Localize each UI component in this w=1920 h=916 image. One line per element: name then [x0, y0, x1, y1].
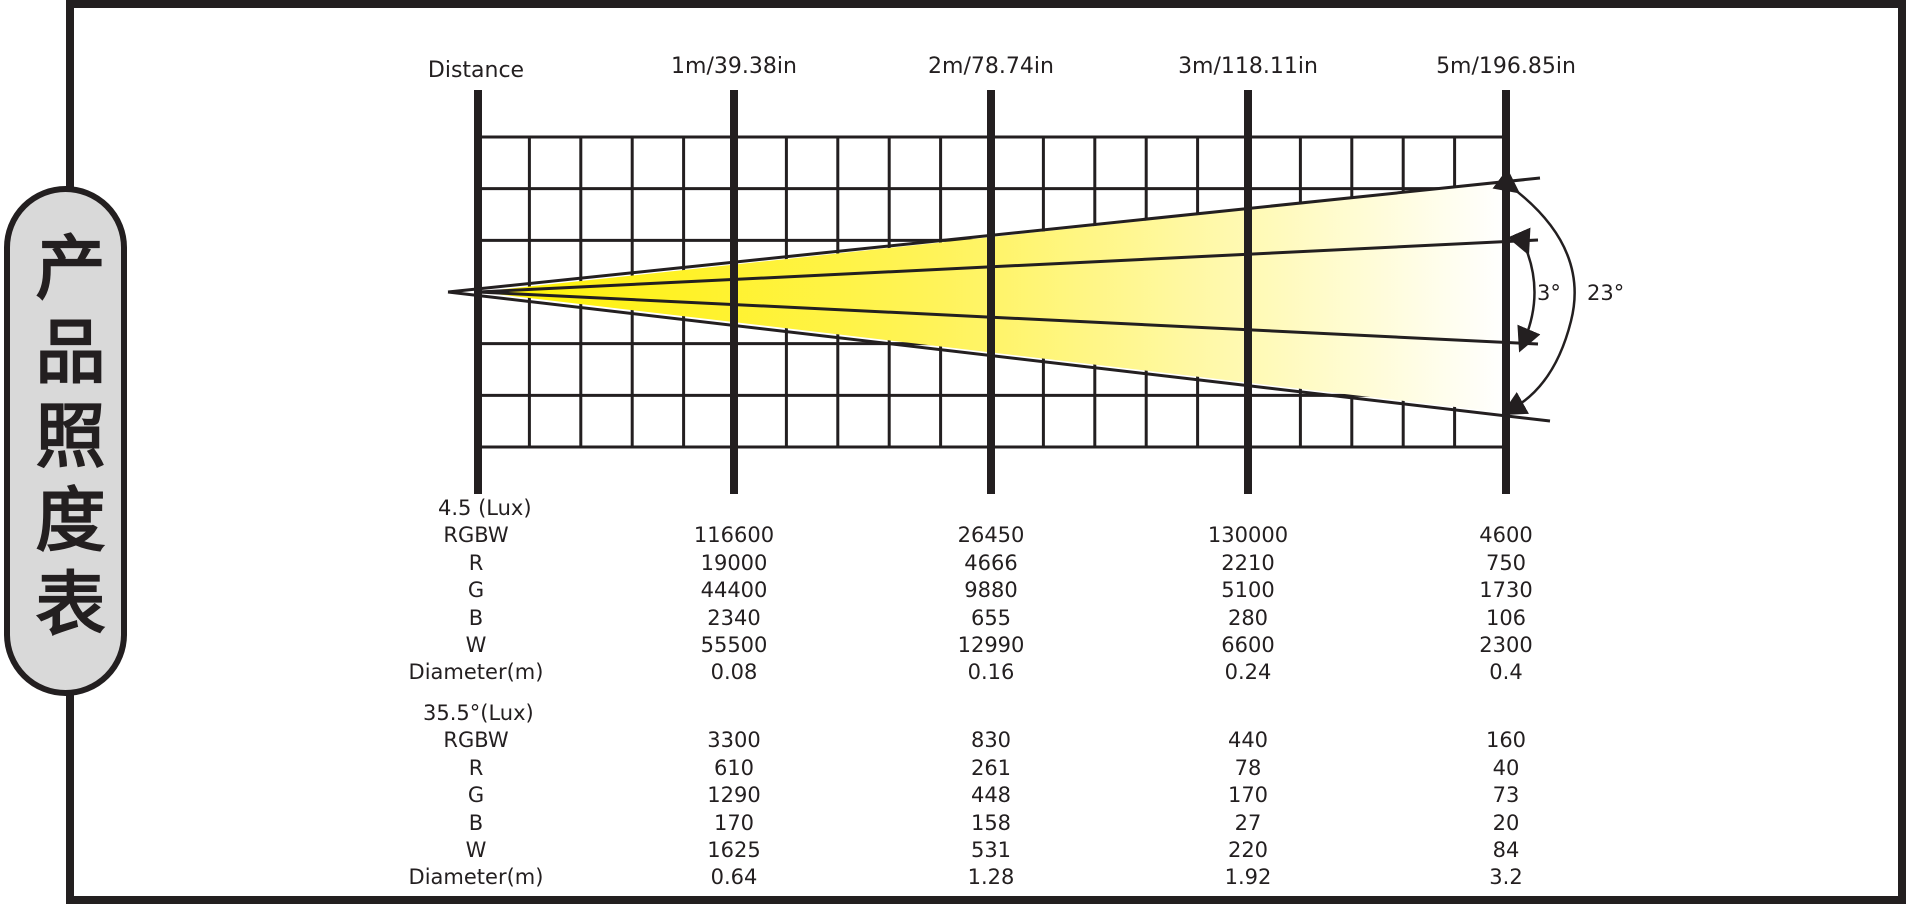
- side-title: 产品照度表: [24, 231, 106, 651]
- table-35-5-cell: 261: [970, 755, 1012, 780]
- table-35-5-cell: 20: [1492, 810, 1520, 835]
- table-4-5-cell: 6600: [1221, 633, 1275, 657]
- side-tab: 产品照度表: [4, 186, 127, 696]
- angle-arrows: [1492, 168, 1576, 416]
- table-4-5-cell: 12990: [957, 633, 1025, 657]
- distance-1m: 1m/39.38in: [671, 54, 797, 79]
- table-4-5-cell: 19000: [700, 550, 768, 575]
- table-4-5-cell: 9880: [964, 578, 1018, 603]
- beam-edge-line: [477, 290, 1539, 346]
- table-4-5-cell: 655: [970, 605, 1012, 630]
- table-35-5-cell: 170: [1227, 783, 1269, 808]
- distance-axis-lines: [474, 90, 1510, 494]
- table-4-5-cell: 106: [1485, 605, 1527, 630]
- table-4-5-title: 4.5 (Lux): [438, 496, 532, 520]
- table-4-5-cell: 2340: [707, 605, 761, 630]
- distance-label: Distance: [427, 58, 525, 83]
- table-35-5-cell: 531: [970, 838, 1012, 862]
- table-35-5-cell: 1.28: [967, 865, 1015, 890]
- table-35-5-row-label: Diameter(m): [408, 865, 544, 890]
- table-35-5-row-label: R: [468, 755, 484, 780]
- table-35-5-row-label: B: [468, 810, 484, 835]
- beam-edge-line: [477, 238, 1539, 294]
- distance-3m: 3m/118.11in: [1178, 54, 1318, 79]
- table-35-5-cell: 0.64: [710, 865, 758, 890]
- table-4-5-cell: 0.16: [967, 660, 1015, 685]
- table-35-5-cell: 160: [1485, 728, 1527, 753]
- distance-5m: 5m/196.85in: [1436, 54, 1576, 79]
- table-35-5-cell: 27: [1234, 810, 1262, 835]
- table-4-5-cell: 116600: [693, 523, 775, 548]
- distance-2m: 2m/78.74in: [928, 54, 1054, 79]
- table-35-5-cell: 170: [713, 810, 755, 835]
- table-4-5-cell: 0.4: [1489, 660, 1523, 685]
- beam-edge-line: [447, 290, 1551, 423]
- table-4-5-row-label: W: [465, 633, 487, 657]
- table-35-5-cell: 448: [970, 783, 1012, 808]
- table-4-5-cell: 2210: [1221, 550, 1275, 575]
- table-35-5-cell: 610: [713, 755, 755, 780]
- table-4-5-cell: 280: [1227, 605, 1269, 630]
- table-35-5-cell: 1625: [707, 838, 761, 862]
- table-4-5-cell: 0.24: [1224, 660, 1272, 685]
- table-35-5-cell: 440: [1227, 728, 1269, 753]
- table-35-5-row-label: W: [465, 838, 487, 862]
- table-35-5-cell: 1.92: [1224, 865, 1272, 890]
- table-35-5-cell: 3.2: [1489, 865, 1523, 890]
- table-35-5-title: 35.5°(Lux): [423, 701, 534, 725]
- table-35-5-cell: 78: [1234, 755, 1262, 780]
- table-4-5-row-label: B: [468, 605, 484, 630]
- table-35-5-cell: 3300: [707, 728, 761, 753]
- table-4-5-row-label: R: [468, 550, 484, 575]
- narrow-angle-label: 3°: [1537, 281, 1561, 305]
- table-35-5-cell: 40: [1492, 755, 1520, 780]
- table-4-5-cell: 55500: [700, 633, 768, 657]
- table-35-5-cell: 220: [1227, 838, 1269, 862]
- table-4-5-cell: 5100: [1221, 578, 1275, 603]
- table-4-5-cell: 4666: [964, 550, 1018, 575]
- table-4-5-row-label: Diameter(m): [408, 660, 544, 685]
- narrow-angle-arc: [1507, 227, 1541, 353]
- table-35-5-cell: 1290: [707, 783, 761, 808]
- table-4-5-cell: 1730: [1479, 578, 1533, 603]
- table-35-5-cell: 830: [970, 728, 1012, 753]
- wide-angle-label: 23°: [1587, 281, 1625, 305]
- table-4-5-cell: 4600: [1479, 523, 1533, 548]
- table-35-5-row-label: G: [467, 783, 485, 808]
- table-4-5-cell: 2300: [1479, 633, 1533, 657]
- table-4-5-row-label: RGBW: [443, 523, 509, 548]
- table-35-5-cell: 73: [1492, 783, 1520, 808]
- table-4-5-cell: 26450: [957, 523, 1025, 548]
- table-4-5-cell: 750: [1485, 550, 1527, 575]
- wide-angle-arc: [1492, 168, 1576, 416]
- table-4-5-row-label: G: [467, 578, 485, 603]
- table-35-5-row-label: RGBW: [443, 728, 509, 753]
- table-4-5-cell: 0.08: [710, 660, 758, 685]
- table-4-5-cell: 130000: [1207, 523, 1289, 548]
- table-35-5-cell: 84: [1492, 838, 1520, 862]
- table-4-5-cell: 44400: [700, 578, 768, 603]
- table-35-5-cell: 158: [970, 810, 1012, 835]
